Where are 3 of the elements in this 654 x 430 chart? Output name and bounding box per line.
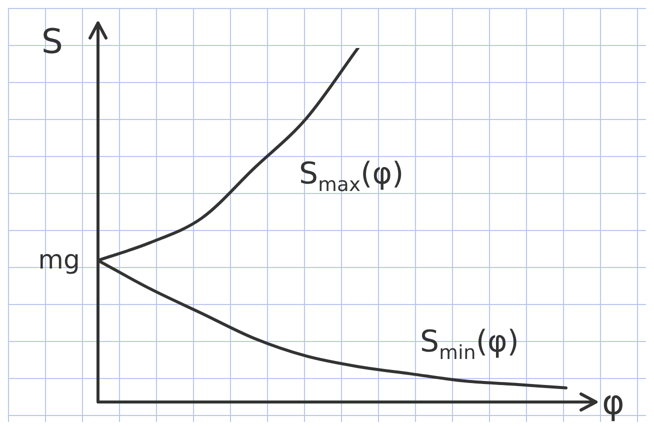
y-axis-title: S	[41, 22, 64, 62]
x-axis-title: φ	[602, 383, 624, 423]
text: mg	[38, 245, 80, 276]
